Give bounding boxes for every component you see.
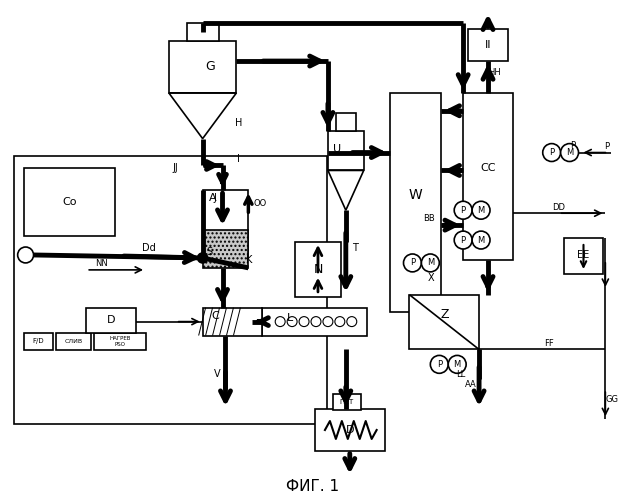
Bar bbox=[187, 24, 218, 41]
Circle shape bbox=[323, 316, 333, 326]
Text: ПСТ: ПСТ bbox=[340, 399, 354, 405]
Circle shape bbox=[275, 316, 285, 326]
Circle shape bbox=[543, 144, 561, 162]
Text: II: II bbox=[485, 40, 491, 50]
Bar bbox=[203, 230, 249, 268]
Text: M: M bbox=[478, 236, 485, 244]
Text: X: X bbox=[428, 273, 434, 283]
Circle shape bbox=[299, 316, 309, 326]
Circle shape bbox=[561, 144, 578, 162]
Text: P: P bbox=[604, 142, 609, 151]
Bar bbox=[95, 332, 146, 350]
Bar bbox=[336, 113, 356, 130]
Circle shape bbox=[18, 247, 34, 263]
Text: D: D bbox=[346, 425, 354, 435]
Text: T: T bbox=[352, 243, 357, 253]
Circle shape bbox=[472, 231, 490, 249]
Text: BB: BB bbox=[423, 214, 435, 222]
Circle shape bbox=[454, 231, 472, 249]
Text: DD: DD bbox=[552, 202, 565, 211]
Circle shape bbox=[311, 316, 321, 326]
Text: Dd: Dd bbox=[142, 243, 156, 253]
Circle shape bbox=[430, 356, 448, 374]
Circle shape bbox=[404, 254, 421, 272]
Circle shape bbox=[287, 316, 297, 326]
Text: M: M bbox=[427, 258, 434, 268]
Circle shape bbox=[347, 316, 357, 326]
Text: M: M bbox=[454, 360, 461, 369]
Bar bbox=[563, 238, 603, 274]
Text: M: M bbox=[478, 206, 485, 214]
Text: I: I bbox=[237, 154, 240, 164]
Text: N: N bbox=[313, 264, 322, 276]
Bar bbox=[315, 409, 384, 451]
Circle shape bbox=[448, 356, 466, 374]
Bar bbox=[262, 308, 367, 336]
Text: GG: GG bbox=[606, 394, 619, 404]
Text: F/D: F/D bbox=[33, 338, 44, 344]
Bar bbox=[409, 294, 479, 350]
Text: HH: HH bbox=[489, 68, 501, 78]
Bar bbox=[169, 41, 237, 93]
Bar bbox=[24, 168, 115, 236]
Text: L: L bbox=[287, 312, 293, 322]
Text: H: H bbox=[235, 118, 242, 128]
Text: U: U bbox=[333, 144, 341, 154]
Bar bbox=[463, 93, 513, 260]
Text: Z: Z bbox=[440, 308, 448, 321]
Text: ФИГ. 1: ФИГ. 1 bbox=[287, 479, 339, 494]
Circle shape bbox=[472, 202, 490, 219]
Text: J: J bbox=[213, 194, 216, 203]
Text: FF: FF bbox=[544, 339, 553, 348]
Bar bbox=[24, 332, 53, 350]
Bar bbox=[389, 93, 441, 312]
Text: K: K bbox=[246, 255, 252, 265]
Text: P: P bbox=[570, 141, 575, 150]
Text: NN: NN bbox=[95, 260, 108, 268]
Bar bbox=[468, 29, 508, 61]
Circle shape bbox=[454, 202, 472, 219]
Circle shape bbox=[335, 316, 345, 326]
Text: P: P bbox=[461, 206, 466, 214]
Text: G: G bbox=[206, 60, 215, 72]
Text: EE: EE bbox=[577, 250, 590, 260]
Text: M: M bbox=[566, 148, 573, 157]
Text: V: V bbox=[214, 370, 221, 380]
Text: W: W bbox=[409, 188, 423, 202]
Text: OO: OO bbox=[254, 199, 267, 208]
Bar bbox=[56, 332, 91, 350]
Text: СЛИВ: СЛИВ bbox=[64, 339, 83, 344]
Bar bbox=[203, 190, 249, 258]
Text: S: S bbox=[207, 247, 213, 257]
Text: P: P bbox=[549, 148, 554, 157]
Text: C: C bbox=[212, 310, 220, 320]
Circle shape bbox=[198, 253, 208, 263]
Text: A: A bbox=[208, 194, 217, 203]
Text: D: D bbox=[107, 314, 115, 324]
Text: AA: AA bbox=[465, 380, 477, 389]
Text: P: P bbox=[410, 258, 415, 268]
Bar bbox=[86, 308, 136, 332]
Text: НАГРЕВ
PSO: НАГРЕВ PSO bbox=[110, 336, 131, 347]
Bar bbox=[328, 130, 364, 170]
Circle shape bbox=[421, 254, 439, 272]
Bar bbox=[14, 156, 327, 424]
Bar bbox=[333, 394, 361, 410]
Text: LL: LL bbox=[456, 370, 466, 379]
Text: CC: CC bbox=[480, 164, 496, 173]
Bar bbox=[203, 308, 262, 336]
Bar bbox=[295, 242, 341, 296]
Text: P: P bbox=[437, 360, 442, 369]
Text: JJ: JJ bbox=[173, 164, 178, 173]
Text: Co: Co bbox=[62, 198, 76, 207]
Text: P: P bbox=[461, 236, 466, 244]
